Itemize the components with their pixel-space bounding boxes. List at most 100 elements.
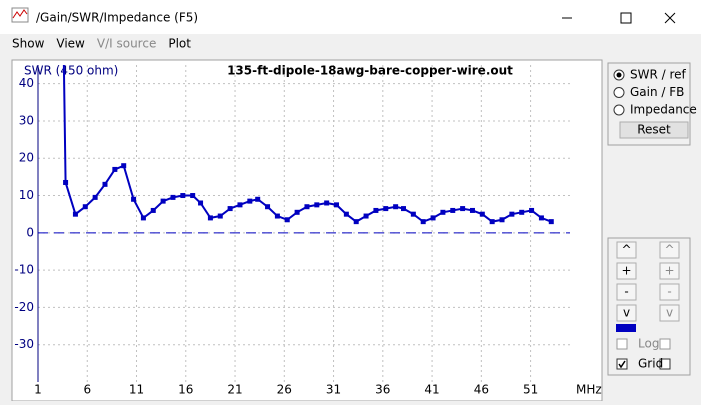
point — [160, 198, 166, 204]
y-tick-label: -20 — [14, 300, 34, 314]
point — [102, 181, 108, 187]
checkbox-label: Grid — [638, 357, 663, 371]
x-tick-label: 31 — [326, 383, 341, 397]
radio[interactable] — [613, 104, 625, 116]
radio-label: Gain / FB — [630, 85, 684, 99]
x-tick-label: 6 — [83, 383, 91, 397]
app-icon — [11, 7, 29, 23]
point — [274, 213, 280, 219]
app-icon-line — [12, 9, 28, 19]
y-tick-label: -10 — [14, 263, 34, 277]
point — [373, 207, 379, 213]
color-swatch[interactable] — [616, 324, 636, 332]
point — [469, 207, 475, 213]
y-tick-label: 0 — [26, 225, 34, 239]
point — [284, 217, 290, 223]
mode-group — [607, 62, 691, 146]
point — [92, 194, 98, 200]
point — [190, 193, 196, 199]
point — [265, 204, 271, 210]
point — [440, 209, 446, 215]
x-tick-label: 36 — [375, 383, 390, 397]
window-title: /Gain/SWR/Impedance (F5) — [36, 11, 198, 25]
point — [430, 215, 436, 221]
checkbox[interactable] — [659, 358, 671, 370]
point — [420, 219, 426, 225]
point — [294, 209, 300, 215]
step-label: ^ — [664, 243, 674, 257]
point — [255, 196, 261, 202]
x-tick-label: 51 — [523, 383, 538, 397]
radio-label: SWR / ref — [630, 68, 687, 82]
step-button[interactable] — [616, 262, 637, 280]
y-tick-label: 20 — [19, 151, 34, 165]
y-tick-label: -30 — [14, 337, 34, 351]
checkbox[interactable] — [659, 338, 671, 350]
y-tick-label: 10 — [19, 188, 34, 202]
reset-button[interactable] — [619, 121, 689, 139]
point — [548, 219, 554, 225]
step-label: + — [621, 264, 631, 278]
point — [82, 204, 88, 210]
point — [460, 206, 466, 212]
menu-item[interactable]: Show — [12, 37, 45, 51]
plot-panel — [11, 59, 603, 402]
step-button[interactable] — [616, 283, 637, 301]
point — [112, 166, 118, 172]
point — [63, 179, 69, 185]
step-button[interactable] — [659, 304, 680, 322]
x-tick-label: 16 — [178, 383, 193, 397]
point — [343, 211, 349, 217]
step-button[interactable] — [616, 304, 637, 322]
y-axis-label: SWR (450 ohm) — [24, 64, 118, 78]
x-tick-label: 26 — [277, 383, 292, 397]
point — [401, 206, 407, 212]
title-bar — [0, 0, 701, 34]
point — [72, 211, 78, 217]
step-label: - — [624, 285, 628, 299]
radio-label: Impedance — [630, 103, 697, 117]
x-tick-label: 21 — [227, 383, 242, 397]
close-button[interactable] — [664, 12, 676, 24]
step-label: v — [666, 306, 673, 320]
step-button[interactable] — [659, 241, 680, 259]
maximize-button[interactable] — [620, 12, 632, 24]
step-button[interactable] — [659, 262, 680, 280]
menu-item[interactable]: V/I source — [97, 37, 156, 51]
series-line — [62, 65, 552, 223]
point — [334, 202, 340, 208]
y-tick-label: 30 — [19, 113, 34, 127]
point — [314, 202, 320, 208]
point — [538, 215, 544, 221]
chart-title: 135-ft-dipole-18awg-bare-copper-wire.out — [227, 64, 513, 78]
x-axis-label: MHz — [576, 383, 602, 397]
point — [509, 211, 515, 217]
y-tick-label: 40 — [19, 76, 34, 90]
point — [479, 211, 485, 217]
point — [180, 193, 186, 199]
point — [529, 207, 535, 213]
step-label: - — [667, 285, 671, 299]
point — [170, 194, 176, 200]
point — [217, 213, 223, 219]
menu-item[interactable]: Plot — [168, 37, 191, 51]
step-button[interactable] — [659, 283, 680, 301]
radio[interactable] — [613, 87, 625, 98]
point — [383, 206, 389, 212]
menu-item[interactable]: View — [56, 37, 85, 51]
step-button[interactable] — [616, 241, 637, 259]
checkbox[interactable] — [616, 358, 628, 370]
point — [198, 200, 204, 206]
step-label: v — [623, 306, 630, 320]
x-tick-label: 41 — [424, 383, 439, 397]
point — [519, 209, 525, 215]
point — [140, 215, 146, 221]
point — [410, 211, 416, 217]
point — [237, 202, 243, 208]
step-label: + — [664, 264, 674, 278]
point — [207, 215, 213, 221]
checkbox[interactable] — [616, 338, 628, 350]
point — [324, 200, 330, 206]
